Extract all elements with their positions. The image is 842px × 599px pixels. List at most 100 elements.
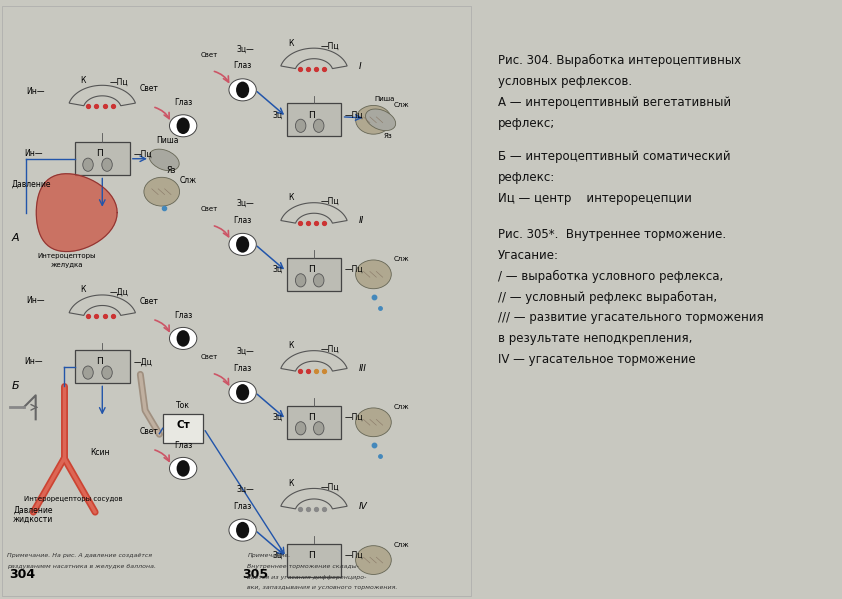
- Circle shape: [296, 422, 306, 435]
- Text: Свет: Свет: [200, 52, 218, 58]
- Text: —Пц: —Пц: [321, 196, 339, 206]
- Text: Слж: Слж: [180, 176, 197, 184]
- Text: Ксин: Ксин: [90, 448, 109, 457]
- Text: Зц: Зц: [273, 265, 283, 274]
- Text: Глаз: Глаз: [174, 311, 192, 320]
- Text: К: К: [289, 38, 294, 48]
- Circle shape: [83, 366, 93, 379]
- Text: Внутреннее торможение склады-: Внутреннее торможение склады-: [248, 564, 360, 569]
- Text: Зц—: Зц—: [237, 485, 254, 494]
- Bar: [163, 414, 204, 443]
- Text: К: К: [289, 479, 294, 488]
- Text: —Пц: —Пц: [345, 550, 364, 560]
- Text: Слж: Слж: [393, 404, 409, 410]
- Bar: [286, 544, 341, 576]
- Circle shape: [177, 460, 189, 477]
- Ellipse shape: [229, 79, 256, 101]
- Text: Рис. 304. Выработка интероцептивных: Рис. 304. Выработка интероцептивных: [498, 54, 741, 67]
- Circle shape: [296, 119, 306, 132]
- Text: Свет: Свет: [140, 297, 158, 305]
- Polygon shape: [280, 488, 347, 509]
- Circle shape: [313, 119, 324, 132]
- Text: Глаз: Глаз: [174, 98, 192, 107]
- Text: Глаз: Глаз: [174, 441, 192, 450]
- Text: Ин—: Ин—: [27, 86, 45, 96]
- Text: П: П: [308, 110, 315, 120]
- Ellipse shape: [355, 546, 392, 574]
- Text: // — условный рефлекс выработан,: // — условный рефлекс выработан,: [498, 291, 717, 304]
- Text: Ин—: Ин—: [27, 296, 45, 305]
- Circle shape: [102, 158, 112, 171]
- Text: раздуванием насатника в желудке баллона.: раздуванием насатника в желудке баллона.: [7, 564, 156, 569]
- Text: рефлекс;: рефлекс;: [498, 117, 555, 130]
- Text: Б — интероцептивный соматический: Б — интероцептивный соматический: [498, 150, 730, 163]
- Text: Ток: Ток: [176, 401, 190, 410]
- Text: III: III: [360, 364, 367, 373]
- Text: IV: IV: [360, 502, 368, 511]
- Text: Яз: Яз: [383, 133, 392, 139]
- Text: рефлекс:: рефлекс:: [498, 171, 555, 184]
- Circle shape: [313, 422, 324, 435]
- Circle shape: [236, 81, 249, 98]
- Text: Интероцепторы: Интероцепторы: [37, 253, 96, 259]
- Text: Зц: Зц: [273, 110, 283, 120]
- Text: в результате неподкрепления,: в результате неподкрепления,: [498, 332, 692, 346]
- Text: Ин—: Ин—: [24, 149, 43, 159]
- Text: К: К: [81, 75, 86, 85]
- Text: Зц—: Зц—: [237, 199, 254, 208]
- Ellipse shape: [229, 519, 256, 541]
- Text: Зц—: Зц—: [237, 44, 254, 54]
- Text: —Дц: —Дц: [133, 357, 152, 367]
- Text: —Пц: —Пц: [345, 413, 364, 422]
- Polygon shape: [36, 174, 117, 252]
- Ellipse shape: [229, 382, 256, 403]
- Text: Интерорецепторы сосудов: Интерорецепторы сосудов: [24, 497, 123, 503]
- Text: —Пц: —Пц: [321, 482, 339, 492]
- Text: желудка: желудка: [51, 262, 83, 268]
- Bar: [75, 142, 130, 175]
- Text: А — интероцептивный вегетативный: А — интероцептивный вегетативный: [498, 96, 731, 109]
- Text: Ин—: Ин—: [24, 357, 43, 367]
- Text: П: П: [97, 149, 104, 159]
- Text: Пиша: Пиша: [374, 96, 395, 102]
- Text: —Пц: —Пц: [345, 265, 364, 274]
- Text: П: П: [308, 550, 315, 560]
- Ellipse shape: [169, 328, 197, 349]
- Text: Слж: Слж: [393, 542, 409, 548]
- Text: Глаз: Глаз: [233, 216, 252, 225]
- Text: Иц — центр    интерорецепции: Иц — центр интерорецепции: [498, 192, 691, 205]
- Circle shape: [236, 522, 249, 539]
- Text: Глаз: Глаз: [233, 501, 252, 510]
- Text: 305: 305: [242, 568, 269, 581]
- Polygon shape: [69, 85, 136, 106]
- Text: Зц—: Зц—: [237, 347, 254, 356]
- Bar: [75, 350, 130, 383]
- Bar: [286, 406, 341, 438]
- Text: Свет: Свет: [140, 84, 158, 93]
- Ellipse shape: [355, 260, 392, 289]
- Text: Угасание:: Угасание:: [498, 249, 559, 262]
- Text: Слж: Слж: [393, 256, 409, 262]
- Circle shape: [313, 274, 324, 287]
- Text: Яз: Яз: [167, 165, 176, 174]
- Bar: [286, 103, 341, 136]
- Ellipse shape: [144, 177, 179, 206]
- Text: Давление: Давление: [11, 180, 51, 189]
- Circle shape: [296, 274, 306, 287]
- Circle shape: [236, 236, 249, 253]
- Polygon shape: [280, 48, 347, 69]
- Ellipse shape: [229, 234, 256, 255]
- Text: —Дц: —Дц: [109, 288, 128, 297]
- Text: условных рефлексов.: условных рефлексов.: [498, 75, 632, 88]
- Text: вки, запаздывания и условного торможения.: вки, запаздывания и условного торможения…: [248, 585, 397, 591]
- Ellipse shape: [365, 109, 396, 131]
- Text: / — выработка условного рефлекса,: / — выработка условного рефлекса,: [498, 270, 723, 283]
- Text: 304: 304: [9, 568, 35, 581]
- Text: II: II: [360, 216, 365, 225]
- Circle shape: [177, 117, 189, 134]
- Text: Б: Б: [12, 382, 19, 391]
- Text: Свет: Свет: [140, 426, 158, 435]
- Text: Глаз: Глаз: [233, 61, 252, 70]
- Ellipse shape: [355, 105, 392, 134]
- Text: —Пц: —Пц: [133, 149, 152, 159]
